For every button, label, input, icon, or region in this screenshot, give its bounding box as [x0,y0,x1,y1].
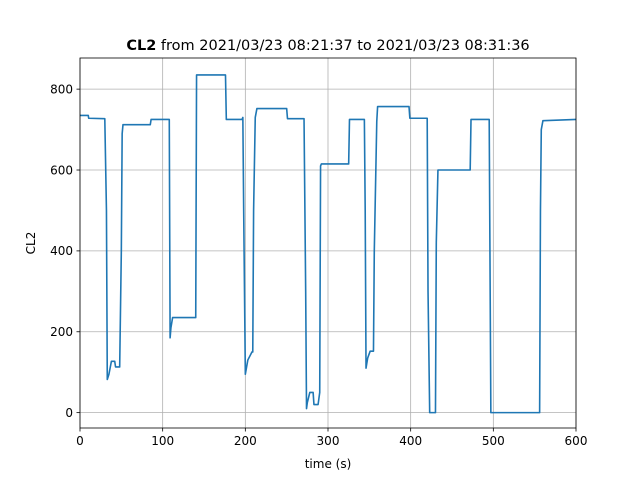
chart-title-rest: from 2021/03/23 08:21:37 to 2021/03/23 0… [156,38,529,54]
axis-ticks: 0 100 200 300 400 500 600 0 200 400 600 800 [50,82,587,448]
x-tick-label: 400 [399,434,422,448]
y-tick-label: 0 [65,406,73,420]
y-tick-label: 200 [50,325,73,339]
x-tick-label: 600 [565,434,588,448]
x-tick-label: 200 [234,434,257,448]
x-tick-label: 100 [151,434,174,448]
y-tick-label: 800 [50,82,73,96]
y-axis-label: CL2 [24,232,38,255]
series-line [80,74,577,414]
x-axis-label: time (s) [305,457,352,471]
data-series [80,74,577,414]
y-tick-label: 600 [50,163,73,177]
grid [79,58,577,428]
y-tick-label: 400 [50,244,73,258]
x-tick-label: 500 [482,434,505,448]
x-tick-label: 300 [317,434,340,448]
chart-title: CL2 from 2021/03/23 08:21:37 to 2021/03/… [126,38,529,54]
chart-title-bold: CL2 [126,38,156,54]
x-tick-label: 0 [76,434,84,448]
